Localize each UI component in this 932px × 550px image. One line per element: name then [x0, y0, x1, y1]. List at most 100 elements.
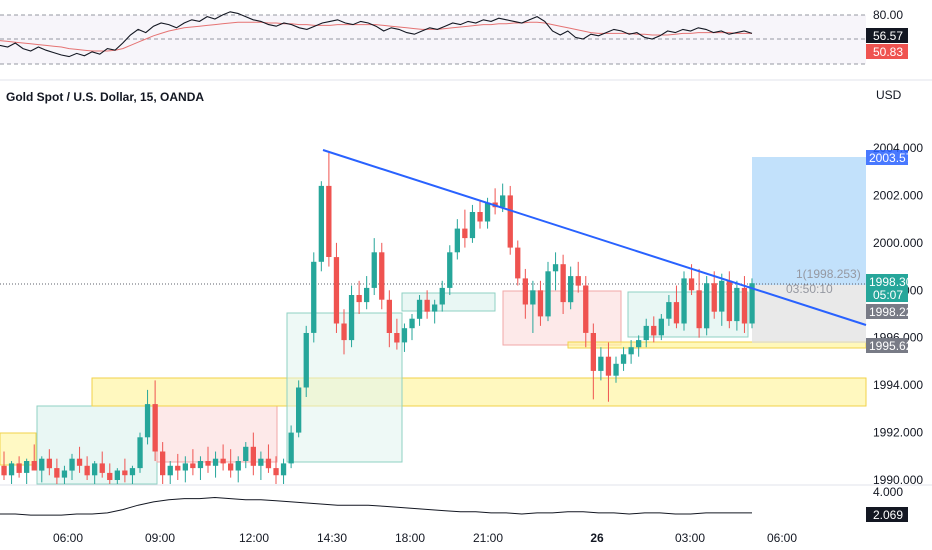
candle: [605, 342, 612, 402]
candle-body: [160, 451, 166, 476]
candle: [734, 280, 740, 331]
candle: [371, 238, 377, 296]
supply-demand-zone[interactable]: [0, 432, 37, 466]
candle-body: [416, 299, 423, 319]
time-axis-label: 12:00: [239, 531, 269, 545]
candle-body: [273, 468, 279, 476]
candle: [212, 451, 219, 478]
candle: [409, 314, 415, 341]
candle: [152, 380, 158, 462]
price-axis-label: 2002.000: [873, 188, 923, 202]
target-zone[interactable]: [752, 157, 866, 285]
candle-body: [401, 328, 408, 343]
time-axis-label: 06:00: [53, 531, 83, 545]
candle-body: [741, 287, 748, 324]
candle-body: [484, 202, 491, 222]
symbol-title: Gold Spot / U.S. Dollar, 15, OANDA: [6, 90, 204, 104]
candle-body: [61, 470, 68, 478]
countdown-label: 05:07: [873, 288, 903, 302]
candle: [394, 318, 400, 350]
atr-line: [0, 496, 752, 516]
candle-body: [628, 347, 634, 355]
candle-body: [515, 247, 521, 279]
rsi-level-label: 80.00: [873, 8, 903, 22]
candle: [288, 425, 294, 469]
candle-body: [673, 302, 680, 324]
candle-body: [99, 463, 105, 473]
candle: [137, 432, 143, 473]
candle: [144, 389, 151, 445]
candle-body: [235, 461, 241, 471]
candles: [1, 152, 755, 484]
bullish-box[interactable]: [401, 292, 496, 312]
candle: [326, 152, 332, 267]
candle: [280, 458, 287, 484]
time-axis-label: 26: [590, 531, 604, 545]
candle-body: [107, 472, 113, 480]
candle-body: [167, 465, 173, 476]
candle-body: [590, 333, 596, 371]
candle: [749, 278, 755, 329]
bearish-box[interactable]: [156, 405, 278, 463]
entry-price-label: 1998.220: [869, 305, 919, 319]
candle-body: [560, 264, 566, 303]
time-axis-label: 18:00: [395, 531, 425, 545]
candle-body: [129, 468, 136, 476]
last-price-label: 1998.300: [869, 275, 919, 289]
time-axis-label: 03:00: [675, 531, 705, 545]
candle-body: [205, 461, 211, 466]
candle: [560, 254, 566, 314]
candle: [160, 442, 166, 484]
candle-body: [31, 461, 37, 471]
candle: [182, 456, 188, 483]
candle-body: [175, 465, 181, 471]
candle: [76, 446, 83, 473]
price-axis-label: 2000.000: [873, 236, 923, 250]
candle-body: [605, 356, 612, 376]
candle: [651, 316, 657, 343]
candle: [318, 181, 324, 272]
candle-body: [144, 404, 151, 438]
candle-body: [379, 252, 385, 300]
candle-body: [364, 287, 370, 303]
candle: [303, 325, 309, 397]
candle: [432, 299, 438, 324]
candle: [205, 446, 211, 473]
candle: [1, 451, 7, 480]
candle-body: [152, 404, 158, 452]
candle-body: [371, 252, 377, 288]
currency-label: USD: [876, 88, 902, 102]
candle: [469, 204, 476, 243]
candle-body: [311, 261, 317, 333]
candle-body: [69, 458, 75, 471]
price-pane[interactable]: Gold Spot / U.S. Dollar, 15, OANDA USD 1…: [0, 88, 923, 487]
candle: [364, 276, 370, 310]
candle: [447, 245, 453, 296]
atr-pane: 4.000 2.069: [0, 485, 908, 522]
candle-body: [658, 318, 664, 336]
candle: [568, 266, 574, 310]
candle: [348, 285, 355, 348]
candle-body: [24, 461, 30, 473]
candle: [719, 273, 725, 326]
candle-body: [688, 278, 695, 291]
candle-body: [477, 212, 483, 222]
candle: [296, 380, 302, 438]
candle-body: [220, 458, 226, 464]
candle: [228, 449, 234, 478]
candle: [386, 290, 392, 348]
stop-price-tag: [866, 338, 908, 353]
descending-trendline[interactable]: [322, 149, 867, 326]
candle-body: [552, 264, 559, 272]
support-zone[interactable]: [91, 377, 867, 407]
candle-body: [734, 287, 740, 322]
price-axis-label: 1994.000: [873, 378, 923, 392]
candle-body: [469, 212, 476, 239]
candle-body: [711, 283, 717, 312]
candle-body: [280, 463, 287, 476]
rsi-pane: 80.00 56.57 50.83: [0, 8, 908, 65]
candle-body: [394, 333, 400, 343]
candle-body: [318, 185, 324, 262]
time-axis[interactable]: 06:00 09:00 12:00 14:30 18:00 21:00 26 03:00 06:…: [53, 531, 797, 545]
